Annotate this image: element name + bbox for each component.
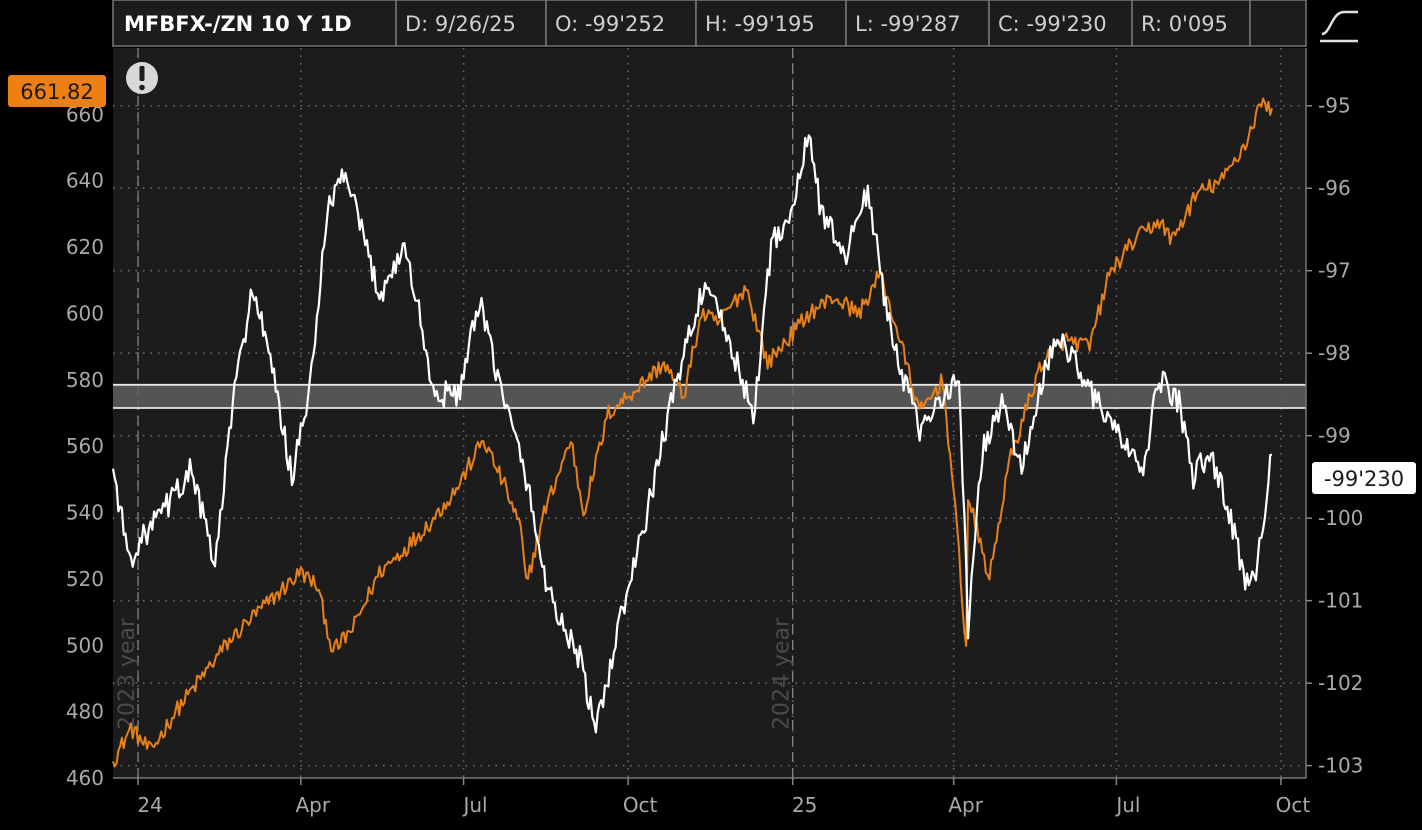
x-axis: 24 Apr Jul Oct 25 Apr Jul Oct xyxy=(137,778,1310,817)
band-fill xyxy=(113,384,1306,409)
year-markers: 2023 year 2024 year xyxy=(115,48,795,778)
right-tick-label: -102 xyxy=(1318,671,1363,695)
series-zn-line xyxy=(111,134,1273,734)
x-tick-label: Oct xyxy=(623,793,658,817)
header-bar: MFBFX-/ZN 10 Y 1D D: 9/26/25 O: -99'252 … xyxy=(112,0,1307,47)
header-date: D: 9/26/25 xyxy=(405,12,516,36)
right-tick-label: -99 xyxy=(1318,424,1351,448)
left-tick-label: 640 xyxy=(66,169,104,193)
header-title: MFBFX-/ZN 10 Y 1D xyxy=(124,12,352,36)
series-mfbfx-line xyxy=(112,97,1273,768)
left-tick-label: 560 xyxy=(66,434,104,458)
series-layer xyxy=(111,97,1273,768)
header-open: O: -99'252 xyxy=(555,12,665,36)
x-tick-label: Apr xyxy=(948,793,983,817)
left-tick-label: 620 xyxy=(66,235,104,259)
header-box-high xyxy=(695,0,847,47)
header-high: H: -99'195 xyxy=(705,12,815,36)
right-tick-label: -97 xyxy=(1318,259,1351,283)
right-price-badge-text: -99'230 xyxy=(1324,467,1404,491)
left-tick-label: 600 xyxy=(66,301,104,325)
exclamation-icon[interactable] xyxy=(126,62,158,94)
right-price-badge: -99'230 xyxy=(1312,462,1416,494)
year-marker-label: 2023 year xyxy=(115,617,140,730)
plot-area xyxy=(113,48,1306,778)
right-tick-label: -98 xyxy=(1318,341,1351,365)
header-box-empty xyxy=(1249,0,1307,47)
right-tick-label: -103 xyxy=(1318,754,1363,778)
x-tick-label: Oct xyxy=(1276,793,1311,817)
left-tick-label: 480 xyxy=(66,700,104,724)
right-axis: -103 -102 -101 -100 -99 -98 -97 -96 -95 xyxy=(1306,94,1363,778)
header-low: L: -99'287 xyxy=(855,12,961,36)
left-tick-label: 520 xyxy=(66,567,104,591)
x-tick-label: Jul xyxy=(1114,793,1140,817)
left-price-badge-text: 661.82 xyxy=(20,80,93,104)
left-tick-label: 540 xyxy=(66,501,104,525)
chart-style-icon[interactable] xyxy=(1316,2,1362,44)
left-tick-label: 500 xyxy=(66,633,104,657)
right-axis-panel xyxy=(1306,48,1422,778)
right-tick-label: -101 xyxy=(1318,589,1363,613)
header-close: C: -99'230 xyxy=(998,12,1107,36)
header-box-low xyxy=(845,0,990,47)
header-box-date xyxy=(395,0,547,47)
x-tick-label: 25 xyxy=(792,793,817,817)
x-tick-label: 24 xyxy=(137,793,162,817)
left-tick-label: 460 xyxy=(66,766,104,790)
left-price-badge: 661.82 xyxy=(8,75,106,107)
header-range: R: 0'095 xyxy=(1141,12,1228,36)
year-marker-label: 2024 year xyxy=(770,617,795,730)
left-tick-label: 580 xyxy=(66,368,104,392)
x-tick-label: Jul xyxy=(461,793,487,817)
band xyxy=(113,383,1306,409)
x-tick-label: Apr xyxy=(295,793,330,817)
right-tick-label: -96 xyxy=(1318,176,1351,200)
right-tick-label: -95 xyxy=(1318,94,1351,118)
header-box-range xyxy=(1131,0,1251,47)
right-tick-label: -100 xyxy=(1318,506,1363,530)
